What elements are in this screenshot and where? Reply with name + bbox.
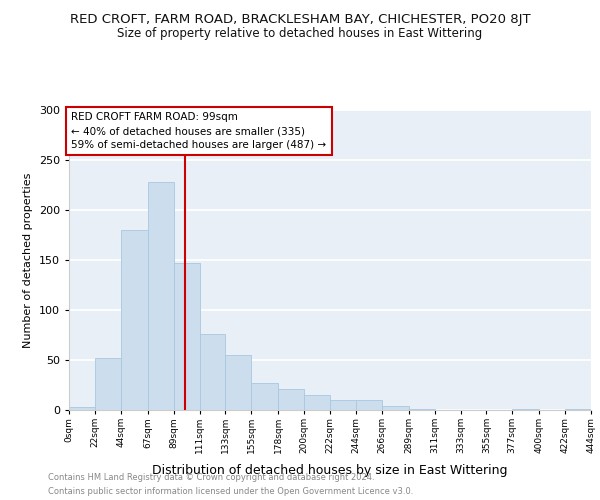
Bar — [278, 389, 304, 410]
Text: Contains public sector information licensed under the Open Government Licence v3: Contains public sector information licen… — [48, 488, 413, 496]
Text: Contains HM Land Registry data © Crown copyright and database right 2024.: Contains HM Land Registry data © Crown c… — [48, 472, 374, 482]
Bar — [565, 409, 591, 410]
Bar — [356, 400, 382, 410]
Bar — [121, 230, 148, 410]
Bar — [173, 263, 199, 410]
Bar — [304, 395, 330, 410]
Text: Size of property relative to detached houses in East Wittering: Size of property relative to detached ho… — [118, 28, 482, 40]
Y-axis label: Number of detached properties: Number of detached properties — [23, 172, 33, 348]
Bar — [148, 182, 173, 410]
Bar — [95, 358, 121, 410]
Bar — [69, 407, 95, 410]
Text: RED CROFT FARM ROAD: 99sqm
← 40% of detached houses are smaller (335)
59% of sem: RED CROFT FARM ROAD: 99sqm ← 40% of deta… — [71, 112, 326, 150]
Bar — [512, 409, 539, 410]
Bar — [251, 383, 278, 410]
Bar — [226, 355, 251, 410]
Bar — [330, 400, 356, 410]
Bar — [409, 409, 434, 410]
Bar — [382, 406, 409, 410]
X-axis label: Distribution of detached houses by size in East Wittering: Distribution of detached houses by size … — [152, 464, 508, 477]
Bar — [199, 334, 226, 410]
Text: RED CROFT, FARM ROAD, BRACKLESHAM BAY, CHICHESTER, PO20 8JT: RED CROFT, FARM ROAD, BRACKLESHAM BAY, C… — [70, 12, 530, 26]
